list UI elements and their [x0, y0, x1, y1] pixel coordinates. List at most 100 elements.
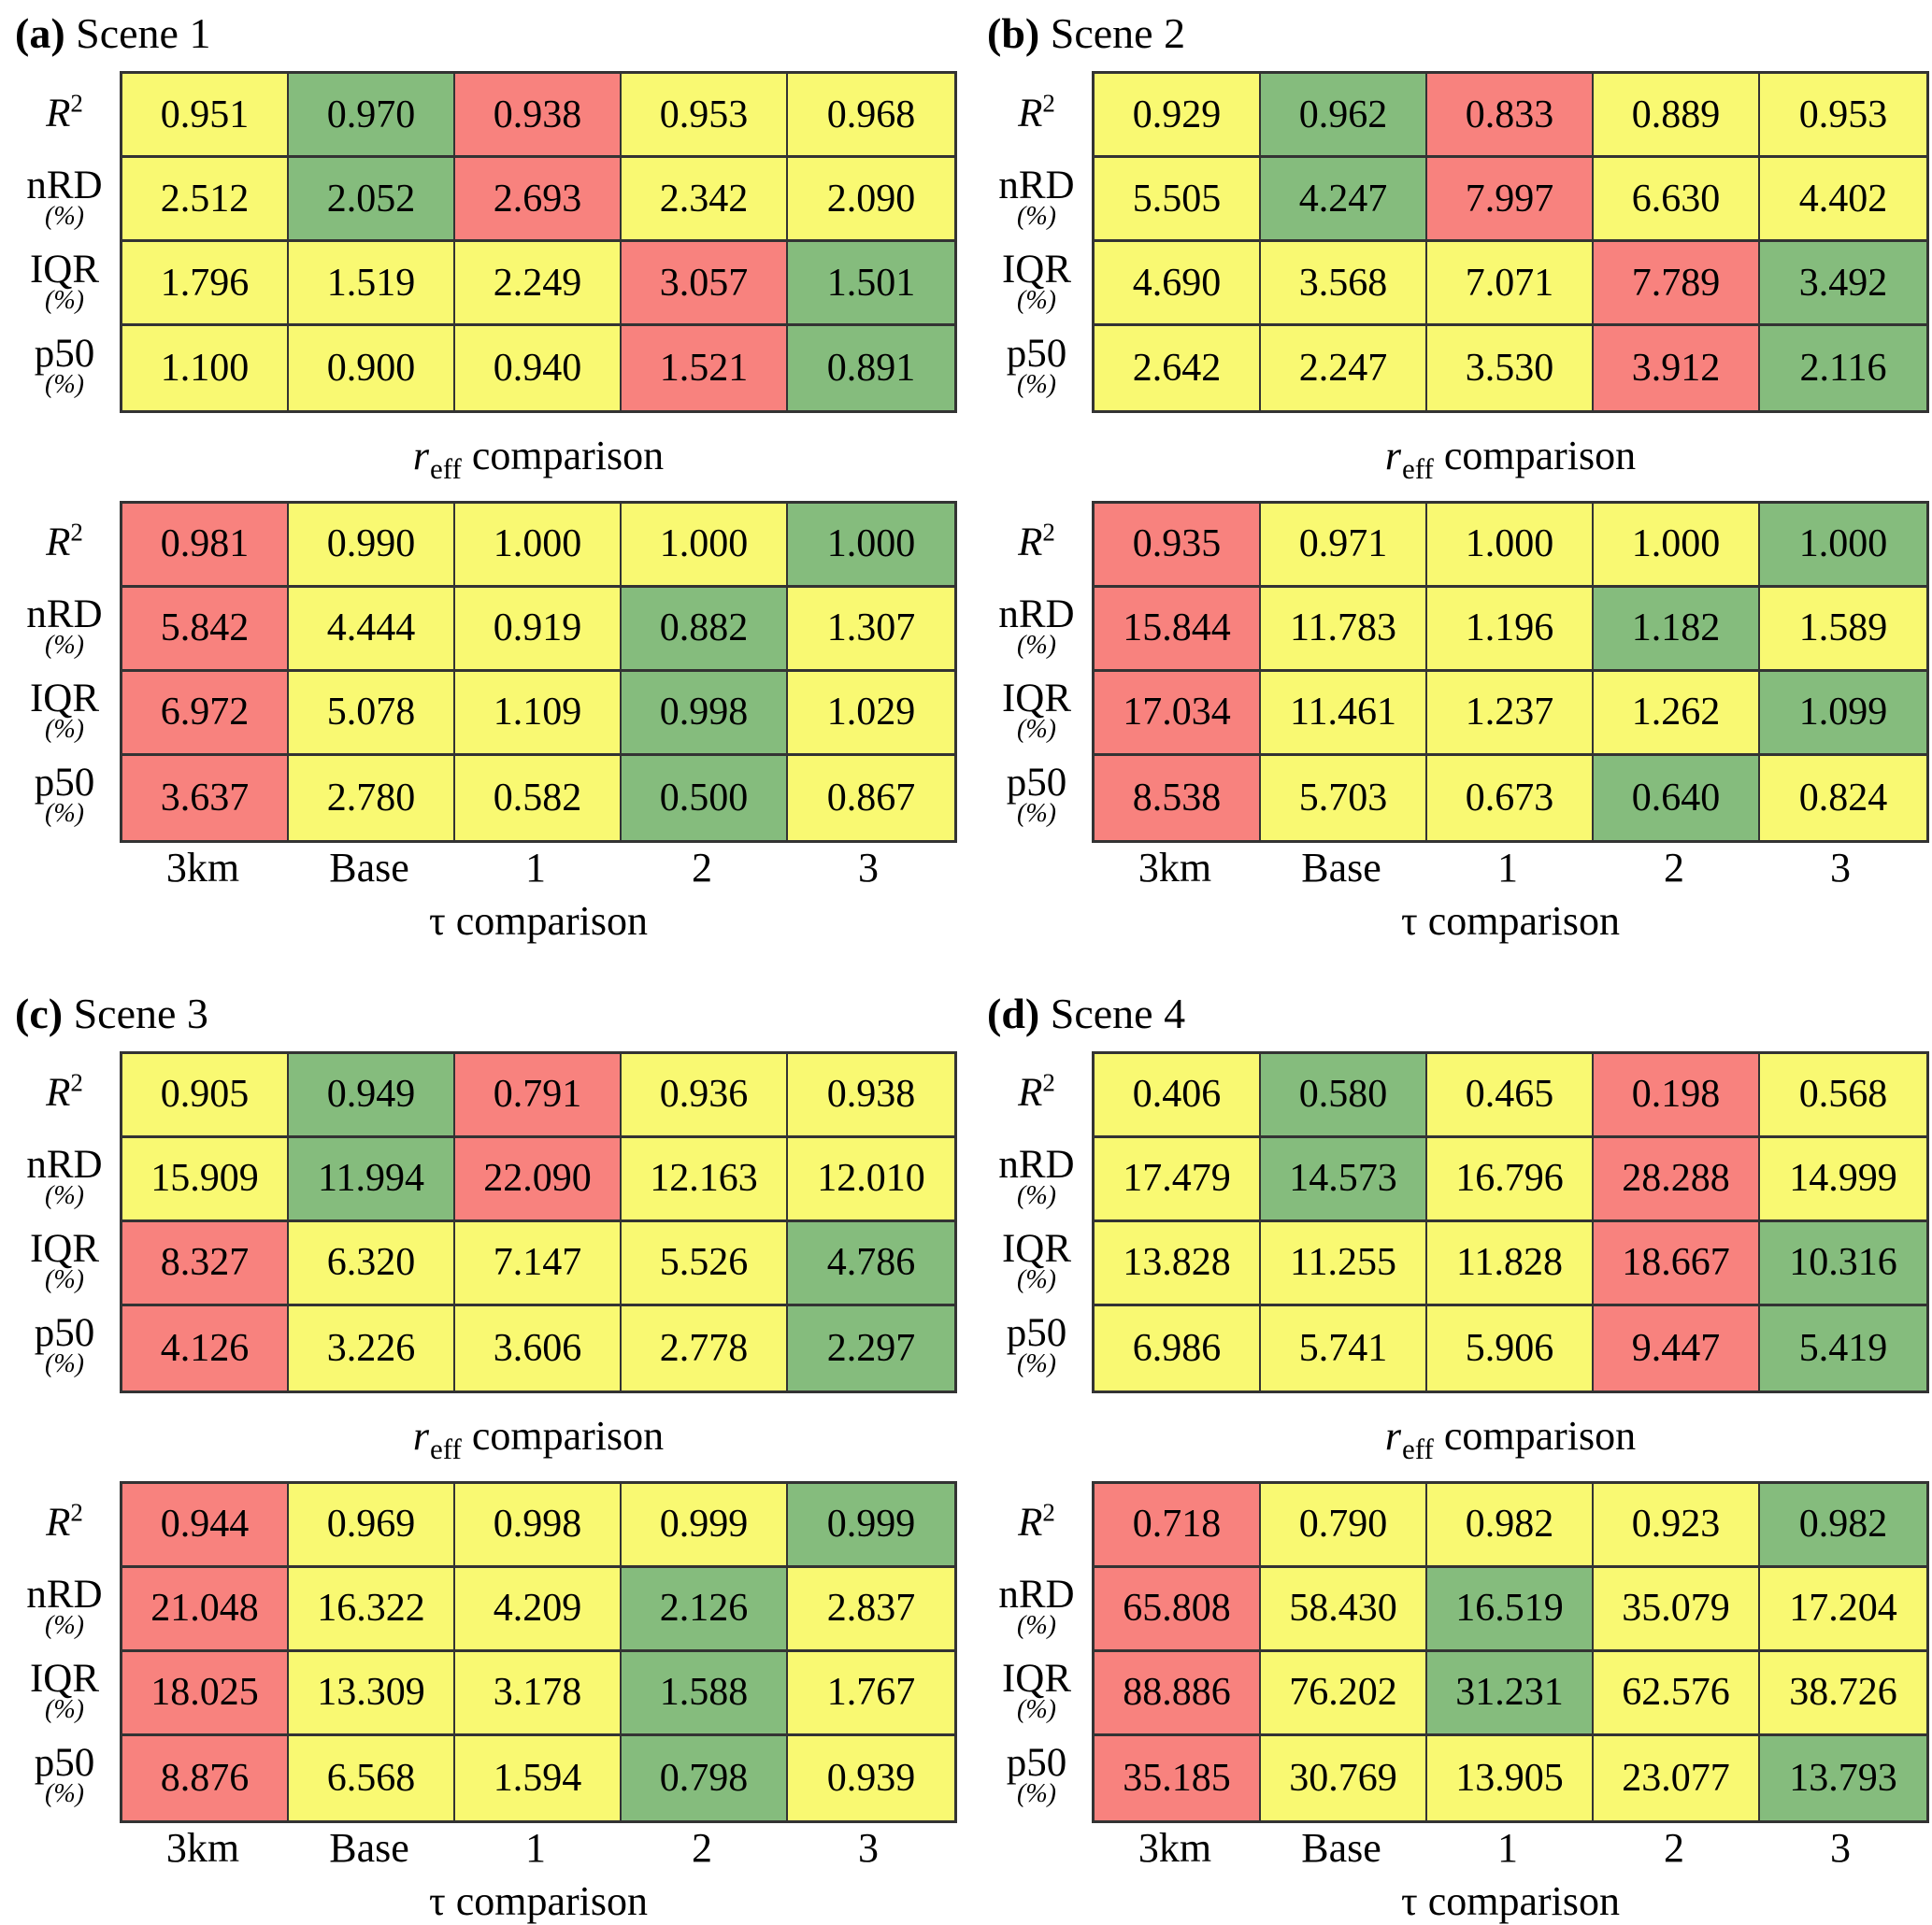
value-cell: 1.000	[788, 503, 954, 588]
column-label: 3km	[1138, 1824, 1212, 1871]
value-cell: 1.501	[788, 242, 954, 326]
metric-unit: (%)	[45, 1181, 84, 1211]
metric-name: p50	[1006, 1741, 1067, 1786]
value-cell: 14.573	[1261, 1137, 1427, 1222]
value-cell: 17.479	[1095, 1137, 1261, 1222]
metric-name: p50	[34, 761, 95, 806]
metric-name: R	[1018, 520, 1043, 565]
value-cell: 1.000	[1427, 503, 1594, 588]
row-label-main: nRD	[998, 165, 1074, 206]
value-cell: 0.998	[455, 1483, 622, 1568]
value-cell: 2.778	[622, 1305, 788, 1390]
value-cell: 0.790	[1261, 1483, 1427, 1568]
value-cell: 3.637	[122, 755, 289, 840]
reff-caption-text: comparison	[471, 1412, 665, 1459]
value-cell: 2.780	[289, 755, 455, 840]
value-cell: 5.842	[122, 587, 289, 672]
value-cell: 13.309	[289, 1651, 455, 1736]
value-cell: 0.990	[289, 503, 455, 588]
reff-caption-text: comparison	[471, 433, 665, 478]
column-label: 3	[1830, 1824, 1851, 1871]
row-label-gutter: R2 nRD (%) IQR (%) p50 (%)	[9, 1051, 120, 1393]
value-cell: 5.526	[622, 1221, 788, 1306]
column-label: 2	[1664, 844, 1684, 891]
row-label-nrd: nRD (%)	[9, 1565, 120, 1649]
row-label-r: R2	[981, 71, 1092, 155]
value-cell: 1.594	[455, 1735, 622, 1820]
metric-unit: (%)	[1017, 715, 1056, 745]
value-cell: 16.796	[1427, 1137, 1594, 1222]
row-label-p50: p50 (%)	[981, 1304, 1092, 1388]
value-cell: 0.971	[1261, 503, 1427, 588]
value-cell: 2.837	[788, 1567, 954, 1652]
row-label-main: nRD	[26, 1575, 102, 1615]
column-label: 2	[692, 1824, 712, 1871]
value-cell: 5.078	[289, 671, 455, 756]
row-label-gutter: R2 nRD (%) IQR (%) p50 (%)	[9, 71, 120, 413]
value-cell: 4.786	[788, 1221, 954, 1306]
value-cell: 15.844	[1095, 587, 1261, 672]
row-label-main: R2	[46, 1500, 83, 1543]
tau-value-grid: 0.718 0.790 0.982 0.923 0.982 65.808 58.430 16.…	[1092, 1480, 1929, 1823]
value-cell: 0.944	[122, 1483, 289, 1568]
value-cell: 5.741	[1261, 1305, 1427, 1390]
panel-scene-3: (c) Scene 3 R2 nRD (%) IQR (%) p50 (%) 0.905 0.9…	[9, 988, 957, 1925]
value-cell: 0.889	[1594, 74, 1760, 158]
value-cell: 2.247	[1261, 326, 1427, 410]
row-label-main: IQR	[1002, 250, 1071, 290]
value-cell: 0.900	[289, 326, 455, 410]
tau-caption: τ comparison	[120, 1870, 957, 1925]
row-label-main: IQR	[30, 1229, 99, 1269]
column-label-spacer	[9, 1827, 120, 1870]
value-cell: 5.703	[1261, 755, 1427, 840]
row-label-p50: p50 (%)	[9, 1304, 120, 1388]
reff-table: R2 nRD (%) IQR (%) p50 (%) 0.951 0.970 0.938 0.953…	[9, 71, 957, 413]
column-label: 2	[1664, 1824, 1684, 1871]
row-label-gutter: R2 nRD (%) IQR (%) p50 (%)	[9, 501, 120, 843]
row-label-main: p50	[35, 334, 95, 374]
row-label-r: R2	[9, 1481, 120, 1565]
value-cell: 0.406	[1095, 1053, 1261, 1138]
panel-scene-1: (a) Scene 1 R2 nRD (%) IQR (%) p50 (%) 0.951 0.9…	[9, 7, 957, 945]
row-label-nrd: nRD (%)	[981, 155, 1092, 239]
metric-name: IQR	[29, 1227, 100, 1272]
row-label-main: R2	[1018, 1071, 1055, 1114]
reff-caption: reff comparison	[120, 413, 957, 501]
row-label-main: p50	[1007, 334, 1067, 374]
value-cell: 0.940	[455, 326, 622, 410]
row-label-p50: p50 (%)	[9, 323, 120, 407]
metric-name: nRD	[26, 1573, 103, 1618]
value-cell: 2.249	[455, 242, 622, 326]
value-cell: 1.796	[122, 242, 289, 326]
value-cell: 13.828	[1095, 1221, 1261, 1306]
value-cell: 3.057	[622, 242, 788, 326]
column-labels: 3km Base 1 2 3	[9, 1824, 952, 1871]
value-cell: 18.667	[1594, 1221, 1760, 1306]
value-cell: 2.642	[1095, 326, 1261, 410]
value-cell: 0.867	[788, 755, 954, 840]
value-cell: 1.519	[289, 242, 455, 326]
value-cell: 0.951	[122, 74, 289, 158]
column-label: 3km	[165, 1824, 240, 1871]
row-label-main: R2	[1018, 520, 1055, 565]
value-cell: 1.521	[622, 326, 788, 410]
value-cell: 0.640	[1594, 755, 1760, 840]
value-cell: 1.109	[455, 671, 622, 756]
value-cell: 0.919	[455, 587, 622, 672]
value-cell: 0.939	[788, 1735, 954, 1820]
reff-subscript: eff	[429, 1432, 462, 1465]
value-cell: 4.209	[455, 1567, 622, 1652]
value-cell: 65.808	[1095, 1567, 1261, 1652]
reff-symbol: r	[1384, 1412, 1401, 1459]
metric-superscript: 2	[70, 1498, 83, 1527]
value-cell: 0.953	[622, 74, 788, 158]
metric-unit: (%)	[1017, 201, 1056, 231]
reff-caption-text: comparison	[1443, 1412, 1637, 1459]
value-cell: 6.972	[122, 671, 289, 756]
value-cell: 0.982	[1760, 1483, 1926, 1568]
value-cell: 18.025	[122, 1651, 289, 1736]
tau-caption-text: comparison	[1427, 897, 1620, 944]
row-label-iqr: IQR (%)	[9, 1219, 120, 1304]
value-cell: 10.316	[1760, 1221, 1926, 1306]
